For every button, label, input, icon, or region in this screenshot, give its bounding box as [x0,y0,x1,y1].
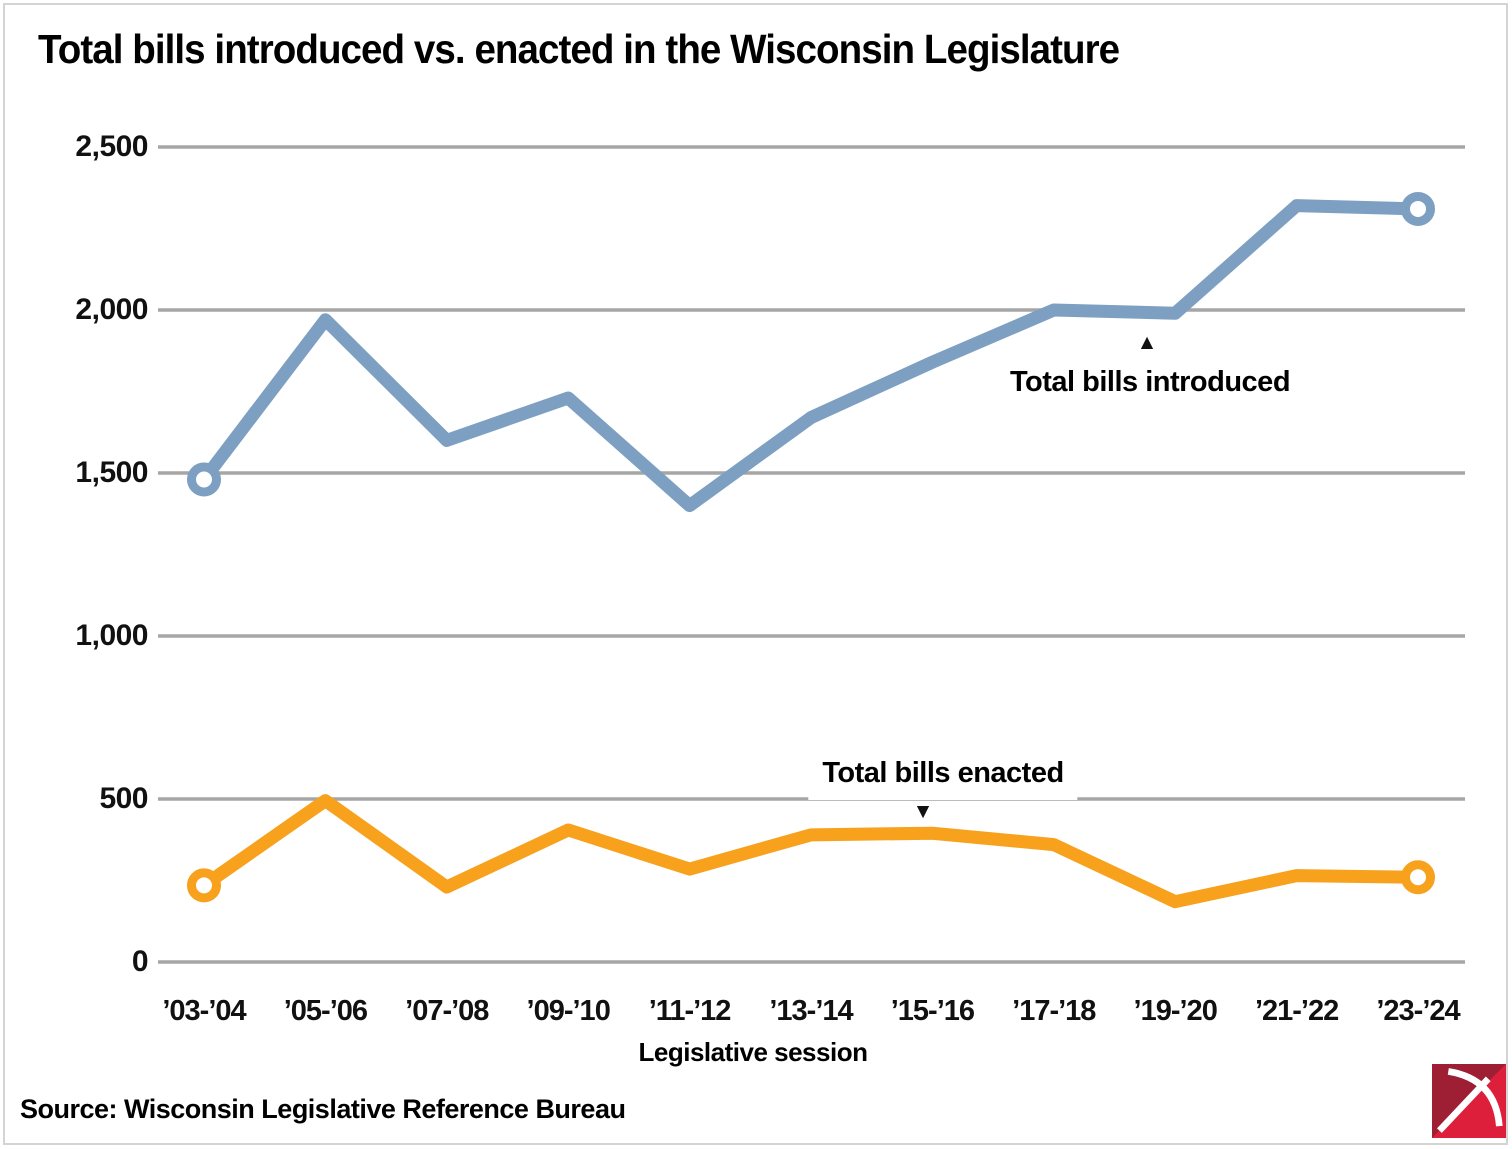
x-tick-19-20: ’19-’20 [1133,995,1218,1027]
enacted-series-label: Total bills enacted [808,757,1078,800]
x-tick-09-10: ’09-’10 [526,995,611,1027]
x-tick-11-12: ’11-’12 [648,995,732,1027]
series-line-introduced [198,199,1419,513]
endpoint-marker [1401,860,1435,895]
chart-title: Total bills introduced vs. enacted in th… [38,26,1120,72]
y-tick-0: 0 [131,945,149,978]
x-tick-03-04: ’03-’04 [162,995,246,1027]
x-tick-21-22: ’21-’22 [1254,995,1339,1027]
x-tick-13-14: ’13-’14 [769,995,853,1027]
endpoint-marker [1401,191,1435,226]
journal-sentinel-logo [1432,1064,1506,1138]
endpoint-marker [187,462,221,497]
y-tick-2500: 2,500 [75,130,148,163]
source-credit: Source: Wisconsin Legislative Reference … [20,1094,626,1124]
x-tick-15-16: ’15-’16 [890,995,975,1027]
y-tick-500: 500 [99,782,148,815]
arrow-up-icon: ▲ [1136,331,1158,354]
x-tick-17-18: ’17-’18 [1012,995,1096,1027]
introduced-series-label: Total bills introduced [1009,366,1291,398]
y-tick-1500: 1,500 [75,456,148,489]
series-line-enacted [200,794,1419,909]
x-tick-23-24: ’23-’24 [1376,995,1460,1027]
x-tick-05-06: ’05-’06 [283,995,368,1027]
pickaxe-handle-icon [1436,1076,1491,1133]
arrow-down-icon: ▼ [912,800,934,823]
x-tick-07-08: ’07-’08 [405,995,489,1027]
pickaxe-blade-icon [1447,1068,1503,1127]
endpoint-marker [187,868,221,903]
y-tick-1000: 1,000 [75,619,148,652]
y-tick-2000: 2,000 [75,293,148,326]
x-axis-title: Legislative session [638,1037,868,1067]
